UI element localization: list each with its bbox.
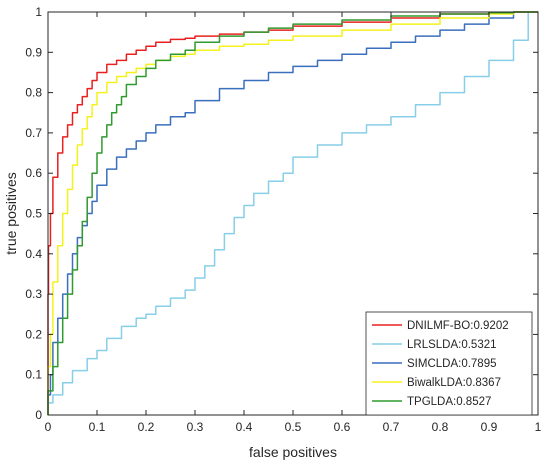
y-tick-label: 0.7 (25, 126, 42, 140)
y-tick-label: 0.5 (25, 207, 42, 221)
x-tick-label: 0.1 (89, 420, 106, 434)
x-tick-label: 0.7 (383, 420, 400, 434)
series-line-0 (47, 11, 538, 415)
legend-entry-2: SIMCLDA:0.7895 (407, 358, 497, 370)
x-axis-label: false positives (249, 444, 337, 460)
legend-entry-3: BiwalkLDA:0.8367 (407, 377, 501, 389)
y-tick-label: 0.9 (25, 45, 42, 59)
series-line-3 (47, 11, 538, 415)
y-axis-label: true positives (3, 172, 19, 254)
x-tick-label: 0 (45, 420, 52, 434)
y-tick-label: 0 (35, 408, 42, 422)
y-tick-label: 0.2 (25, 327, 42, 341)
y-tick-label: 0.8 (25, 86, 42, 100)
legend: DNILMF-BO:0.9202 LRLSLDA:0.5321 SIMCLDA:0.… (365, 311, 533, 416)
y-tick-label: 0.1 (25, 368, 42, 382)
x-tick-label: 1 (535, 420, 542, 434)
x-tick-label: 0.3 (187, 420, 204, 434)
y-tick-label: 1 (35, 5, 42, 19)
series-line-4 (47, 11, 538, 415)
series-line-1 (47, 11, 538, 415)
x-tick-label: 0.8 (432, 420, 449, 434)
series-line-2 (47, 11, 538, 415)
x-tick-label: 0.6 (334, 420, 351, 434)
x-tick-label: 0.9 (481, 420, 498, 434)
ticks-layer: 0 0.1 0.2 0.3 0.4 0.5 0.6 0.7 0.8 0.9 1 0 0.1 0.2 0.3 0… (25, 5, 541, 434)
y-tick-label: 0.4 (25, 247, 42, 261)
x-tick-label: 0.5 (285, 420, 302, 434)
x-tick-label: 0.4 (236, 420, 253, 434)
y-tick-label: 0.3 (25, 287, 42, 301)
legend-entry-0: DNILMF-BO:0.9202 (407, 320, 509, 332)
y-tick-label: 0.6 (25, 166, 42, 180)
legend-entry-1: LRLSLDA:0.5321 (407, 339, 497, 351)
series-layer (47, 11, 538, 415)
x-tick-label: 0.2 (138, 420, 155, 434)
legend-entry-4: TPGLDA:0.8527 (407, 396, 491, 408)
